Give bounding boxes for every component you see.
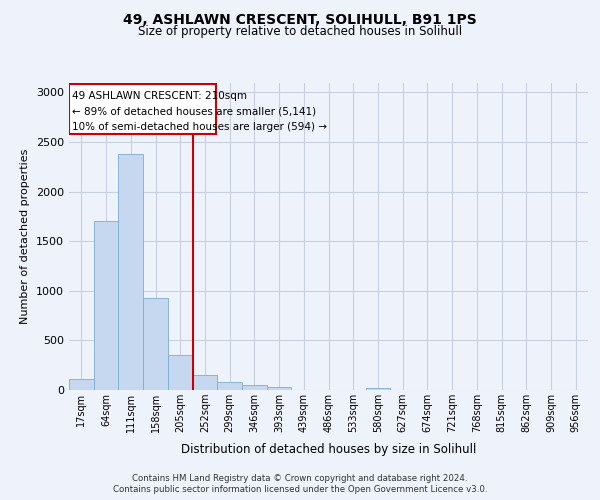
- Bar: [267, 387, 292, 390]
- Bar: [143, 298, 168, 390]
- Text: Contains public sector information licensed under the Open Government Licence v3: Contains public sector information licen…: [113, 485, 487, 494]
- Bar: [69, 379, 94, 390]
- Text: 49, ASHLAWN CRESCENT, SOLIHULL, B91 1PS: 49, ASHLAWN CRESCENT, SOLIHULL, B91 1PS: [123, 12, 477, 26]
- Text: 10% of semi-detached houses are larger (594) →: 10% of semi-detached houses are larger (…: [73, 122, 328, 132]
- Text: Size of property relative to detached houses in Solihull: Size of property relative to detached ho…: [138, 25, 462, 38]
- Bar: [217, 382, 242, 390]
- Bar: [70, 84, 216, 134]
- Text: ← 89% of detached houses are smaller (5,141): ← 89% of detached houses are smaller (5,…: [73, 107, 317, 117]
- Bar: [193, 375, 217, 390]
- Text: 49 ASHLAWN CRESCENT: 210sqm: 49 ASHLAWN CRESCENT: 210sqm: [73, 92, 247, 102]
- Text: Contains HM Land Registry data © Crown copyright and database right 2024.: Contains HM Land Registry data © Crown c…: [132, 474, 468, 483]
- Bar: [168, 356, 193, 390]
- Y-axis label: Number of detached properties: Number of detached properties: [20, 148, 31, 324]
- Bar: [118, 154, 143, 390]
- Text: Distribution of detached houses by size in Solihull: Distribution of detached houses by size …: [181, 442, 476, 456]
- Bar: [94, 222, 118, 390]
- Bar: [242, 384, 267, 390]
- Bar: [365, 388, 390, 390]
